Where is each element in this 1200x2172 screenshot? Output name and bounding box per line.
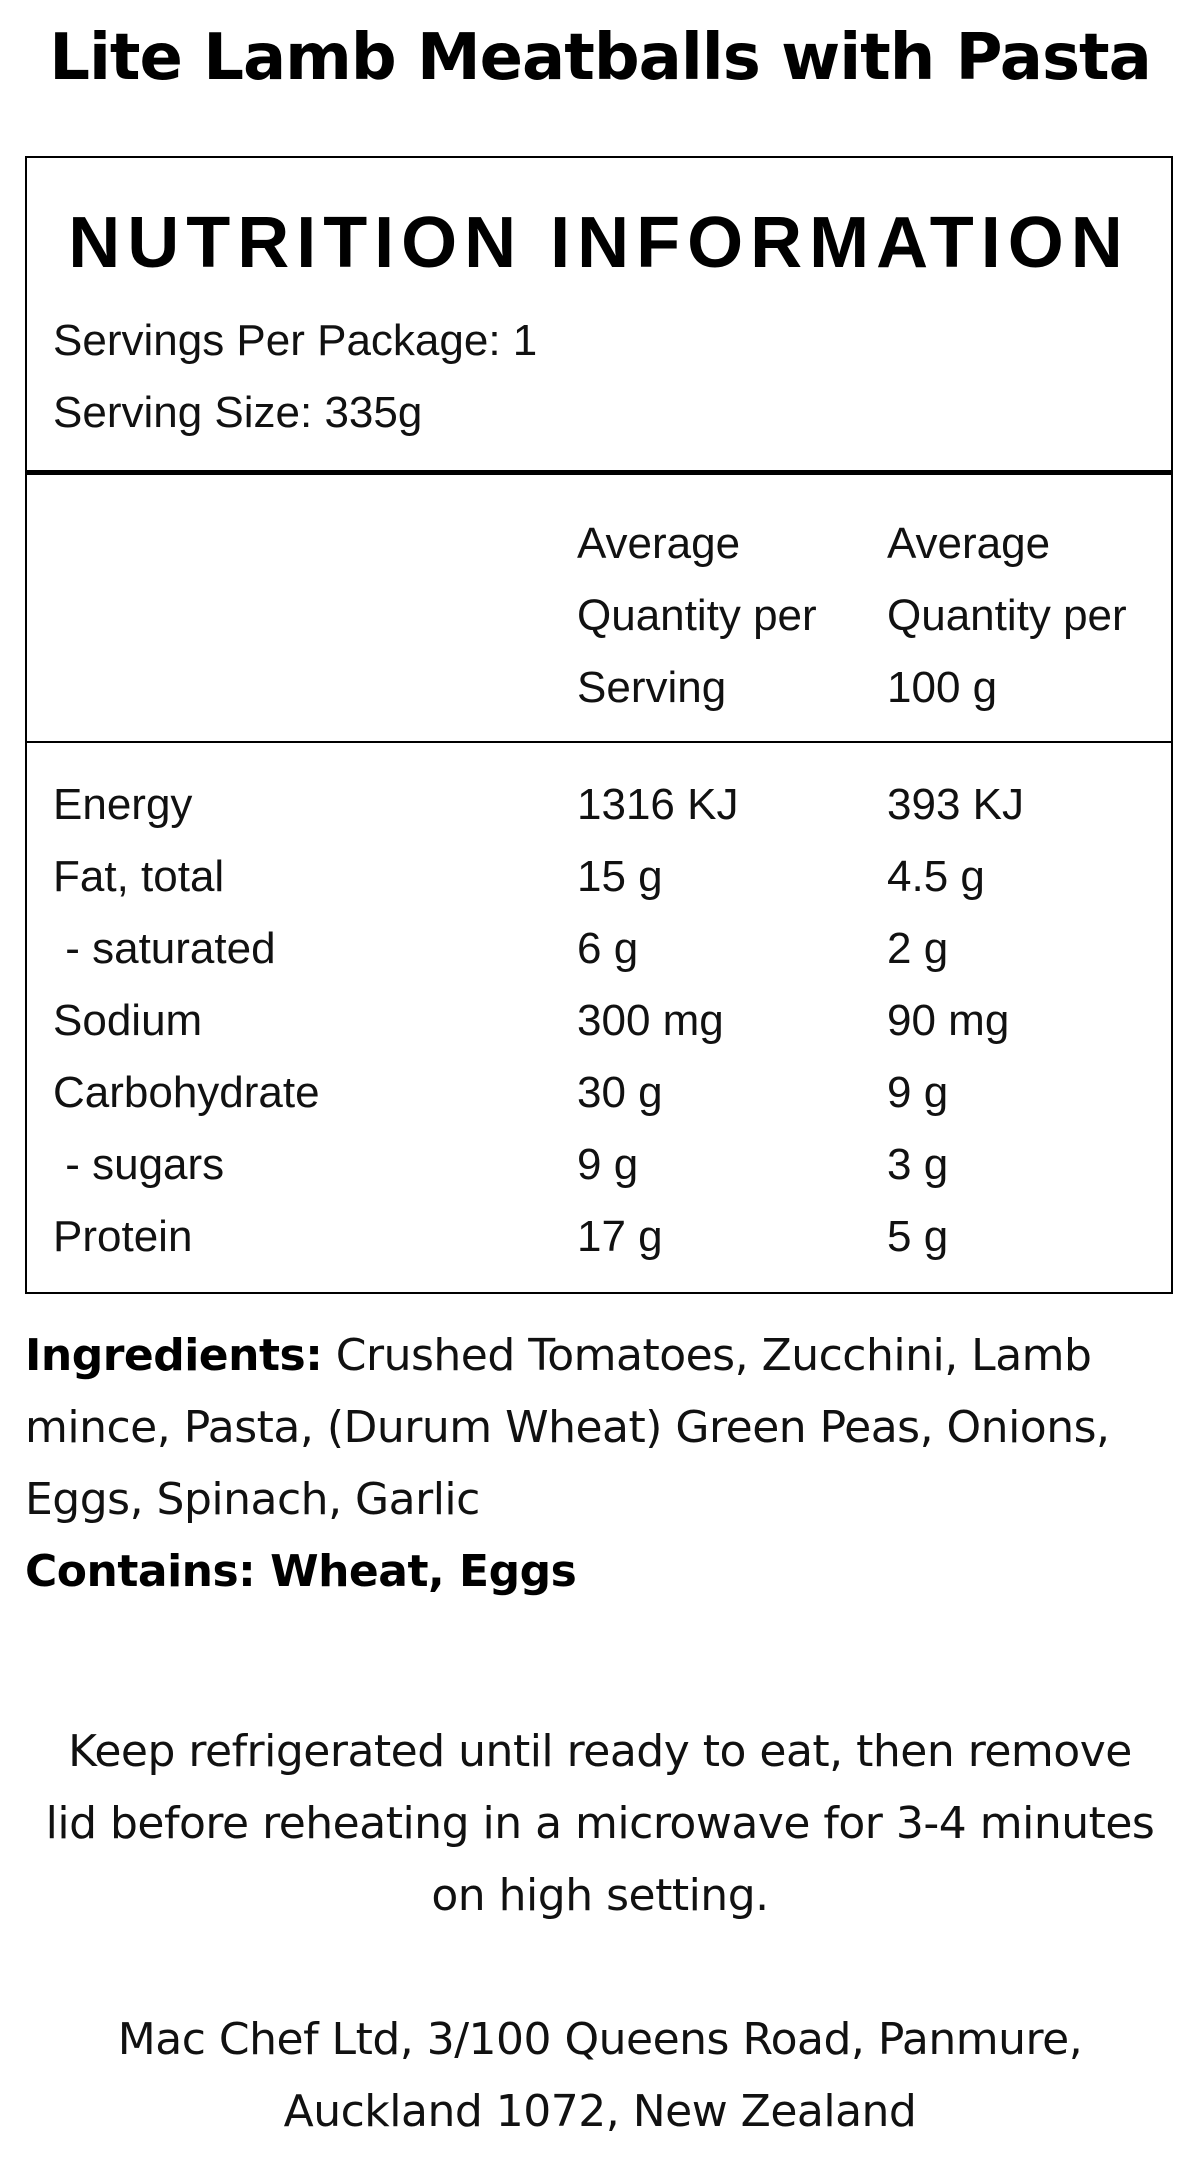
nutrient-name: Energy	[53, 780, 193, 829]
per-100g-value: 3 g	[887, 1140, 949, 1189]
nutrient-name: Sodium	[53, 996, 203, 1045]
nutrient-name: Fat, total	[53, 852, 225, 901]
nutrient-name: - saturated	[53, 924, 276, 973]
servings-per-package: Servings Per Package: 1	[53, 316, 538, 365]
ingredients-text: Crushed Tomatoes, Zucchini, Lamb mince, …	[25, 1330, 1110, 1525]
per-100g-value: 5 g	[887, 1212, 949, 1261]
manufacturer-address: Mac Chef Ltd, 3/100 Queens Road, Panmure…	[40, 2004, 1160, 2148]
address-line: Auckland 1072, New Zealand	[283, 2086, 917, 2137]
per-serving-value: 6 g	[577, 924, 639, 973]
column-header-line: 100 g	[887, 663, 998, 712]
per-100g-value: 90 mg	[887, 996, 1010, 1045]
per-100g-value: 4.5 g	[887, 852, 985, 901]
allergen-statement: Contains: Wheat, Eggs	[25, 1546, 577, 1597]
per-serving-value: 17 g	[577, 1212, 663, 1261]
per-100g-value: 2 g	[887, 924, 949, 973]
nutrient-name: Protein	[53, 1212, 193, 1261]
thin-divider	[27, 741, 1171, 743]
column-header-line: Quantity per	[887, 591, 1127, 640]
column-header-line: Average	[887, 519, 1051, 568]
nutrient-name: Carbohydrate	[53, 1068, 320, 1117]
per-serving-value: 30 g	[577, 1068, 663, 1117]
address-line: Mac Chef Ltd, 3/100 Queens Road, Panmure…	[117, 2014, 1083, 2065]
per-serving-value: 1316 KJ	[577, 780, 739, 829]
storage-instructions: Keep refrigerated until ready to eat, th…	[45, 1726, 1155, 1921]
nutrition-row-sugars: - sugars 9 g 3 g	[27, 1129, 1171, 1201]
per-100g-value: 9 g	[887, 1068, 949, 1117]
column-header-line: Quantity per	[577, 591, 817, 640]
nutrition-row-carbohydrate: Carbohydrate 30 g 9 g	[27, 1057, 1171, 1129]
product-title: Lite Lamb Meatballs with Pasta	[49, 21, 1152, 95]
per-100g-value: 393 KJ	[887, 780, 1024, 829]
serving-size: Serving Size: 335g	[53, 388, 423, 437]
nutrition-row-energy: Energy 1316 KJ 393 KJ	[27, 769, 1171, 841]
nutrition-row-fat: Fat, total 15 g 4.5 g	[27, 841, 1171, 913]
column-header-line: Average	[577, 519, 741, 568]
column-header-per-serving: Average Quantity per Serving	[577, 508, 817, 724]
thick-divider	[27, 470, 1171, 475]
ingredients-label: Ingredients:	[25, 1330, 323, 1381]
per-serving-value: 300 mg	[577, 996, 724, 1045]
per-serving-value: 15 g	[577, 852, 663, 901]
nutrition-panel: NUTRITION INFORMATION Servings Per Packa…	[25, 156, 1173, 1294]
nutrition-heading: NUTRITION INFORMATION	[68, 203, 1130, 283]
column-header-per-100g: Average Quantity per 100 g	[887, 508, 1127, 724]
nutrition-row-saturated: - saturated 6 g 2 g	[27, 913, 1171, 985]
ingredients-statement: Ingredients: Crushed Tomatoes, Zucchini,…	[25, 1320, 1175, 1536]
column-header-line: Serving	[577, 663, 727, 712]
nutrition-row-sodium: Sodium 300 mg 90 mg	[27, 985, 1171, 1057]
nutrient-name: - sugars	[53, 1140, 225, 1189]
per-serving-value: 9 g	[577, 1140, 639, 1189]
nutrition-row-protein: Protein 17 g 5 g	[27, 1201, 1171, 1273]
